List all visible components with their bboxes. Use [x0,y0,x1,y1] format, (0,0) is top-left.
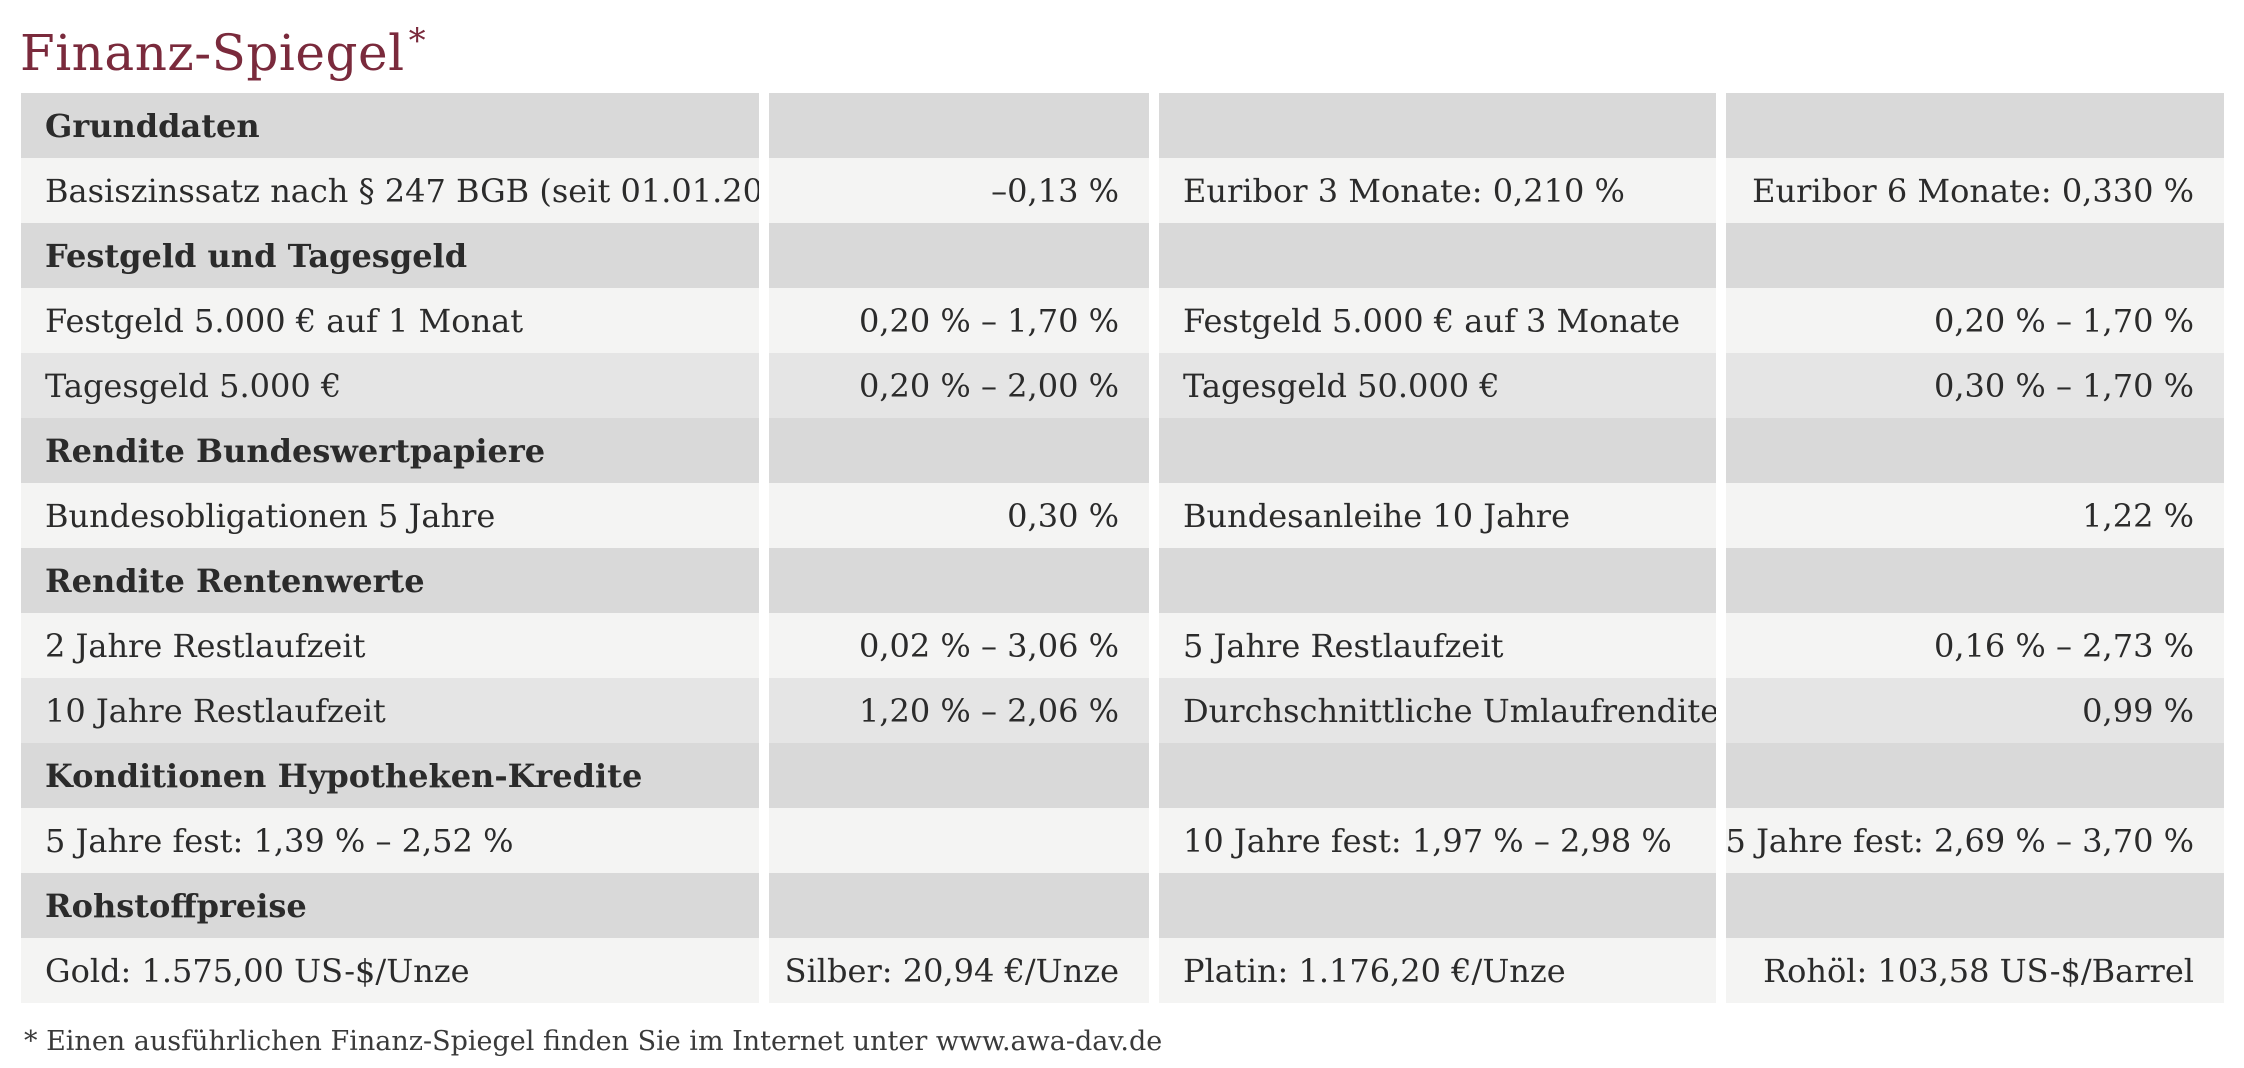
table-cell [769,548,1149,613]
table-cell [769,223,1149,288]
table-cell: 0,02 % – 3,06 % [769,613,1149,678]
table-cell: 0,99 % [1726,678,2224,743]
title-text: Finanz-Spiegel [20,24,405,82]
table-cell: 15 Jahre fest: 2,69 % – 3,70 % [1726,808,2224,873]
section-title: Festgeld und Tagesgeld [21,223,759,288]
table-cell: 1,20 % – 2,06 % [769,678,1149,743]
table-cell [769,93,1149,158]
table-cell: Silber: 20,94 €/Unze [769,938,1149,1003]
table-cell: 0,30 % [769,483,1149,548]
table-cell: Rohöl: 103,58 US-$/Barrel [1726,938,2224,1003]
table-cell: Durchschnittliche Umlaufrendite [1159,678,1716,743]
section-title: Rendite Rentenwerte [21,548,759,613]
table-cell [1159,93,1716,158]
section-title: Grunddaten [21,93,759,158]
table-cell: 10 Jahre fest: 1,97 % – 2,98 % [1159,808,1716,873]
table-cell: 0,16 % – 2,73 % [1726,613,2224,678]
table-cell [1159,873,1716,938]
table-cell: 0,20 % – 2,00 % [769,353,1149,418]
table-cell: 1,22 % [1726,483,2224,548]
finance-table: Grunddaten Basiszinssatz nach § 247 BGB (… [21,93,2224,1003]
table-cell: Tagesgeld 5.000 € [21,353,759,418]
table-cell [769,873,1149,938]
table-cell [1159,548,1716,613]
table-cell [1159,223,1716,288]
table-cell: 0,20 % – 1,70 % [769,288,1149,353]
section-title: Rendite Bundeswertpapiere [21,418,759,483]
table-cell: 0,30 % – 1,70 % [1726,353,2224,418]
page-title: Finanz-Spiegel * [20,6,427,82]
table-cell: Bundesanleihe 10 Jahre [1159,483,1716,548]
table-cell [1726,418,2224,483]
table-cell: Bundesobligationen 5 Jahre [21,483,759,548]
table-cell [1159,743,1716,808]
table-cell [1159,418,1716,483]
table-cell: 2 Jahre Restlaufzeit [21,613,759,678]
table-cell: Gold: 1.575,00 US-$/Unze [21,938,759,1003]
table-cell: 5 Jahre Restlaufzeit [1159,613,1716,678]
table-cell: 5 Jahre fest: 1,39 % – 2,52 % [21,808,759,873]
table-cell: Euribor 6 Monate: 0,330 % [1726,158,2224,223]
table-cell: Festgeld 5.000 € auf 1 Monat [21,288,759,353]
section-title: Rohstoffpreise [21,873,759,938]
table-cell [1726,223,2224,288]
table-cell [769,808,1149,873]
table-cell: 0,20 % – 1,70 % [1726,288,2224,353]
table-cell: –0,13 % [769,158,1149,223]
table-cell: Euribor 3 Monate: 0,210 % [1159,158,1716,223]
table-cell [1726,743,2224,808]
section-title: Konditionen Hypotheken-Kredite [21,743,759,808]
footnote: * Einen ausführlichen Finanz-Spiegel fin… [24,1026,1163,1057]
table-cell: Festgeld 5.000 € auf 3 Monate [1159,288,1716,353]
title-footnote-mark: * [408,21,427,61]
table-cell [1726,873,2224,938]
table-cell: Platin: 1.176,20 €/Unze [1159,938,1716,1003]
table-cell [1726,93,2224,158]
table-cell: Tagesgeld 50.000 € [1159,353,1716,418]
table-cell [769,743,1149,808]
table-cell [1726,548,2224,613]
table-cell [769,418,1149,483]
table-cell: Basiszinssatz nach § 247 BGB (seit 01.01… [21,158,759,223]
table-cell: 10 Jahre Restlaufzeit [21,678,759,743]
